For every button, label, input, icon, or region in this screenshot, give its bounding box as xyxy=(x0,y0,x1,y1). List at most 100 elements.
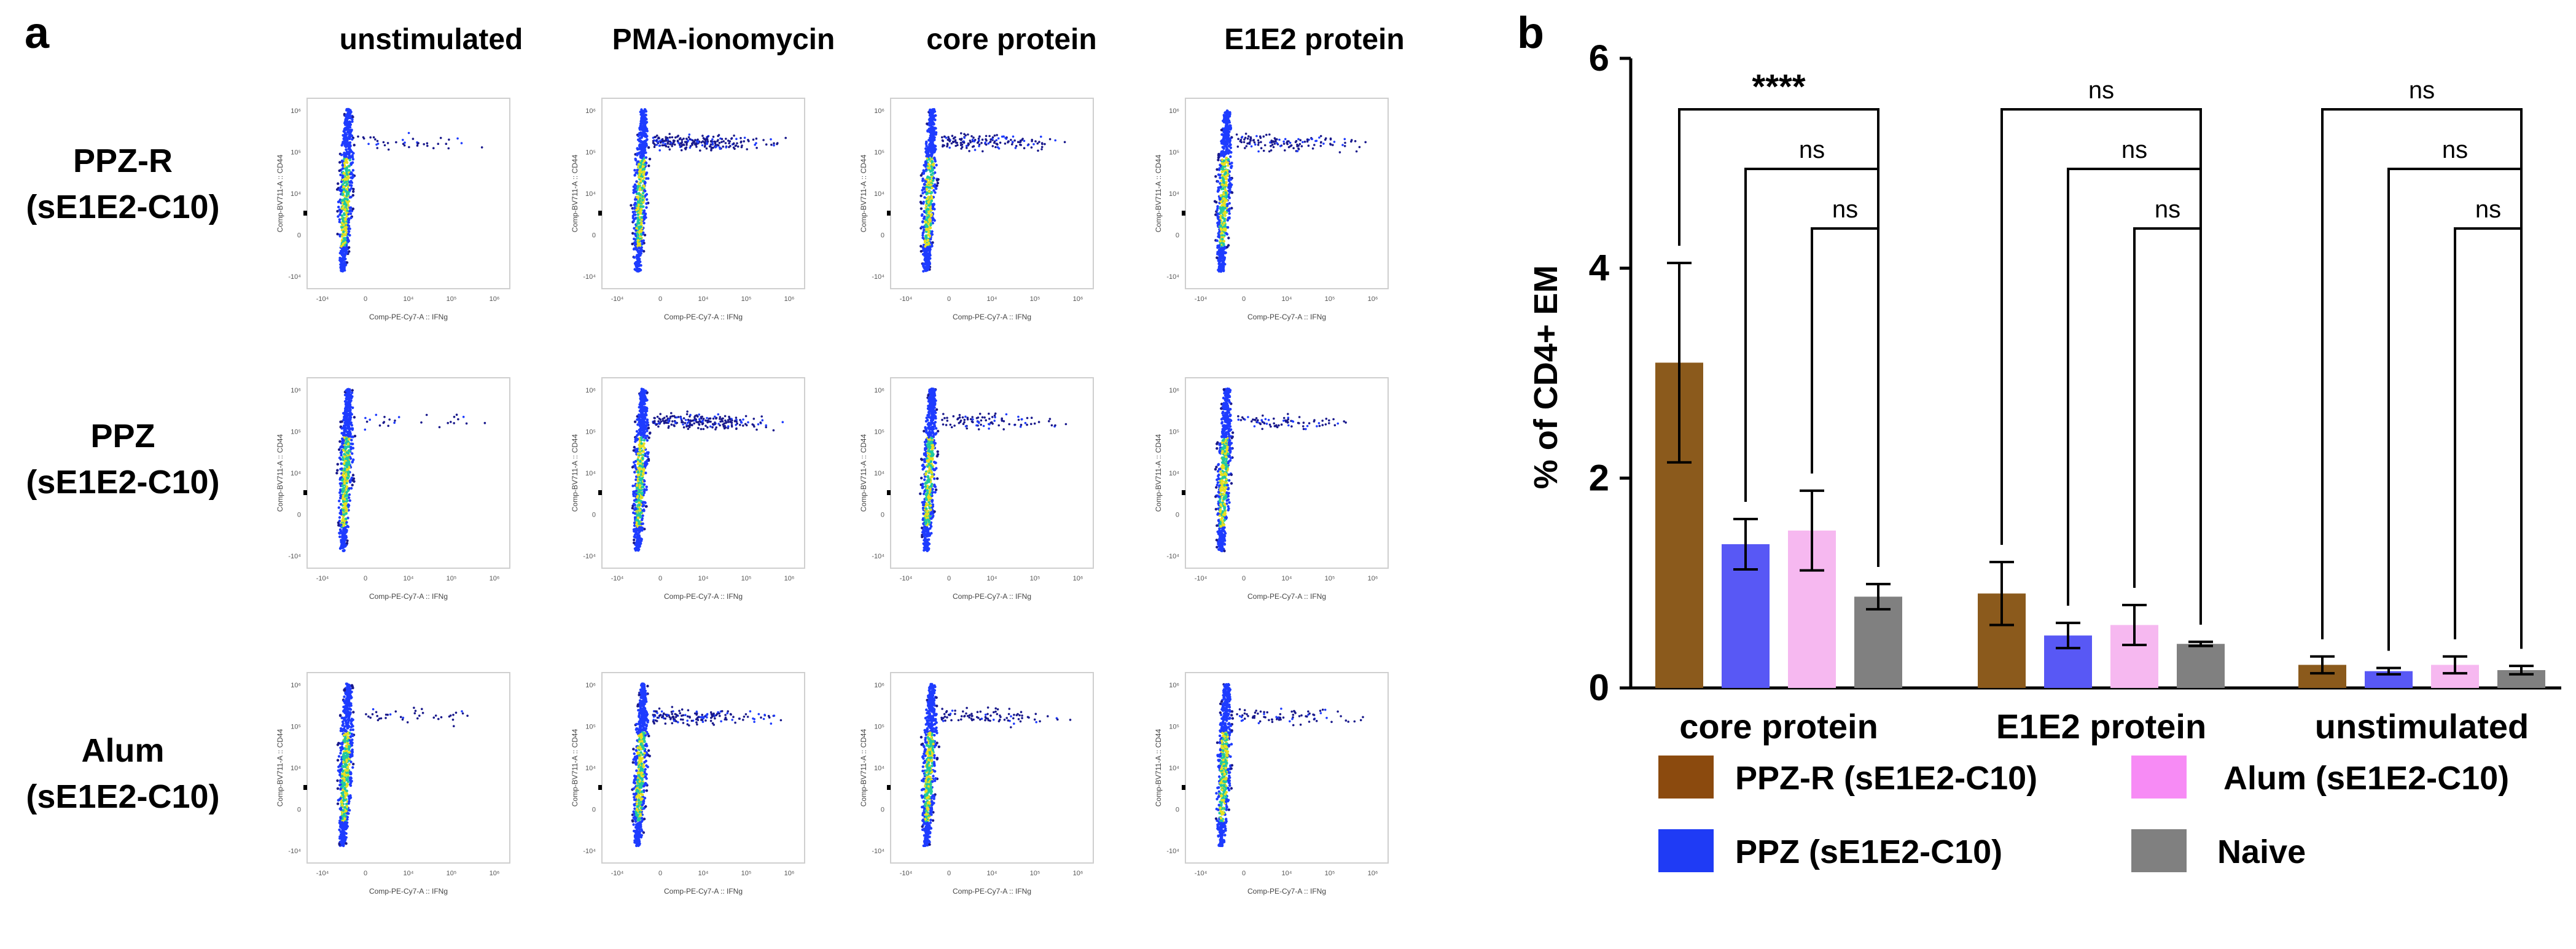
facs-event xyxy=(1224,137,1228,140)
facs-event xyxy=(375,143,378,146)
facs-event xyxy=(346,173,349,176)
facs-event xyxy=(638,252,642,256)
facs-event xyxy=(656,415,659,418)
facs-event xyxy=(342,431,345,434)
facs-event xyxy=(393,421,396,424)
facs-event xyxy=(397,416,400,418)
facs-event xyxy=(638,473,641,477)
facs-event xyxy=(931,233,934,236)
facs-event xyxy=(929,118,933,122)
facs-event xyxy=(634,202,637,205)
facs-event xyxy=(637,176,641,179)
facs-event xyxy=(345,451,348,454)
facs-event xyxy=(1284,149,1286,152)
facs-event xyxy=(701,135,704,137)
facs-event xyxy=(342,223,345,227)
facs-event xyxy=(408,146,410,149)
facs-event xyxy=(346,443,350,446)
facs-event xyxy=(671,145,673,147)
facs-event xyxy=(685,146,688,149)
column-header-e1e2-protein: E1E2 protein xyxy=(1224,23,1404,56)
facs-event xyxy=(1012,135,1015,138)
x-tick-label: 10⁶ xyxy=(784,575,795,582)
row-label-alum: Alum xyxy=(82,732,165,769)
facs-event xyxy=(342,549,345,552)
facs-event xyxy=(345,214,349,218)
facs-event xyxy=(1216,205,1219,208)
facs-event xyxy=(346,209,349,213)
facs-event xyxy=(699,149,701,152)
facs-event xyxy=(994,146,997,149)
facs-event xyxy=(931,167,934,170)
facs-event xyxy=(925,141,928,144)
facs-event xyxy=(996,134,998,136)
facs-event xyxy=(1254,143,1257,146)
facs-event xyxy=(636,528,639,531)
facs-event xyxy=(653,146,656,148)
y-tick-label: 0 xyxy=(881,232,884,240)
facs-event xyxy=(1223,217,1226,221)
facs-event xyxy=(934,132,937,135)
facs-event xyxy=(932,176,935,180)
facs-event xyxy=(643,149,647,152)
facs-event xyxy=(343,453,346,456)
facs-event xyxy=(1220,142,1224,145)
facs-event xyxy=(641,249,644,252)
facs-event xyxy=(348,135,352,139)
facs-event xyxy=(639,155,642,158)
facs-event xyxy=(335,472,338,475)
facs-event xyxy=(921,233,924,237)
facs-event xyxy=(347,496,351,499)
facs-event xyxy=(351,138,354,141)
facs-event xyxy=(342,546,345,549)
facs-event xyxy=(929,222,932,225)
facs-event xyxy=(727,421,730,423)
facs-event xyxy=(349,111,353,114)
facs-event xyxy=(426,142,429,145)
facs-event xyxy=(344,189,347,192)
facs-event xyxy=(932,108,936,111)
facs-event xyxy=(686,410,689,413)
facs-event xyxy=(630,204,633,207)
facs-event xyxy=(641,195,644,198)
facs-event xyxy=(448,138,450,141)
facs-event xyxy=(931,171,935,175)
facs-event xyxy=(954,136,956,139)
facs-event xyxy=(1220,128,1224,131)
facs-event xyxy=(928,128,931,131)
facs-event xyxy=(646,434,649,437)
facs-event xyxy=(966,147,968,149)
facs-event xyxy=(640,171,643,174)
facs-event xyxy=(927,210,931,213)
facs-event xyxy=(1216,214,1219,218)
facs-event xyxy=(353,434,357,438)
facs-event xyxy=(348,230,351,233)
facs-event xyxy=(634,500,638,504)
facs-event xyxy=(1225,157,1228,160)
x-axis-label: Comp-PE-Cy7-A :: IFNg xyxy=(953,313,1031,321)
facs-event xyxy=(348,147,351,150)
facs-event xyxy=(927,208,930,211)
facs-event xyxy=(928,234,932,238)
facs-event xyxy=(345,249,348,253)
facs-event xyxy=(638,405,641,409)
facs-event xyxy=(340,244,343,248)
facs-event xyxy=(1287,140,1290,143)
axis-break-marker xyxy=(887,211,891,216)
facs-event xyxy=(989,138,992,141)
facs-event xyxy=(1225,112,1228,115)
facs-event xyxy=(375,413,378,416)
facs-event xyxy=(632,494,636,498)
facs-event xyxy=(416,143,419,145)
facs-event xyxy=(641,417,644,420)
facs-event xyxy=(348,150,351,154)
y-tick-label: 0 xyxy=(592,232,596,240)
x-tick-label: 10⁴ xyxy=(404,295,414,303)
facs-event xyxy=(933,208,936,211)
y-tick-label: 10⁵ xyxy=(874,149,884,157)
facs-event xyxy=(637,462,641,465)
facs-event xyxy=(930,199,934,203)
facs-event xyxy=(1227,236,1230,240)
facs-event xyxy=(350,172,353,175)
